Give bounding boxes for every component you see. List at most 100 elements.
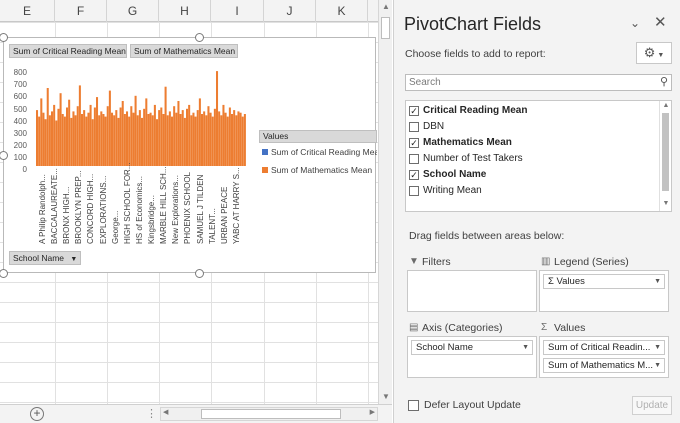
bar-mark[interactable] <box>70 117 73 166</box>
bar-mark[interactable] <box>44 119 47 166</box>
bar-mark[interactable] <box>85 116 88 166</box>
bar-mark[interactable] <box>220 115 223 166</box>
bar-mark[interactable] <box>183 117 186 166</box>
scroll-thumb[interactable] <box>662 113 669 191</box>
scroll-left-icon[interactable]: ◀ <box>163 409 169 416</box>
bar-mark[interactable] <box>130 106 133 166</box>
close-icon[interactable]: ✕ <box>654 14 667 31</box>
chevron-down-icon[interactable]: ▼ <box>654 344 661 351</box>
bar-mark[interactable] <box>93 107 96 167</box>
defer-layout-checkbox[interactable] <box>408 400 419 411</box>
bar-mark[interactable] <box>162 114 165 166</box>
bar-mark[interactable] <box>115 110 118 166</box>
ellipsis-icon[interactable]: ⋮ <box>146 408 157 420</box>
field-item-critical-reading-mean[interactable]: ✓ Critical Reading Mean <box>406 103 656 119</box>
bar-mark[interactable] <box>57 108 60 166</box>
bar-mark[interactable] <box>128 116 131 166</box>
bar-mark[interactable] <box>40 98 43 166</box>
chevron-down-icon[interactable]: ▼ <box>654 278 661 285</box>
field-item-number-of-test-takers[interactable]: Number of Test Takers <box>406 151 656 167</box>
column-header-j[interactable]: J <box>264 0 316 22</box>
bar-mark[interactable] <box>66 107 69 167</box>
bar-mark[interactable] <box>231 114 234 166</box>
series-field-button-math[interactable]: Sum of Mathematics Mean <box>130 44 238 58</box>
bar-mark[interactable] <box>53 104 56 166</box>
chevron-down-icon[interactable]: ▼ <box>654 362 661 369</box>
bar-mark[interactable] <box>228 107 231 167</box>
column-header-i[interactable]: I <box>211 0 264 22</box>
bar-mark[interactable] <box>106 106 109 166</box>
bar-mark[interactable] <box>42 112 45 166</box>
bar-mark[interactable] <box>177 101 180 166</box>
search-icon[interactable]: ⚲ <box>659 76 668 88</box>
resize-handle[interactable] <box>195 269 204 278</box>
legend-item-math[interactable]: Sum of Mathematics Mean <box>259 161 377 179</box>
bar-mark[interactable] <box>143 108 146 166</box>
bar-mark[interactable] <box>239 112 242 166</box>
bar-mark[interactable] <box>134 95 137 166</box>
bar-mark[interactable] <box>175 112 178 166</box>
axis-field-button[interactable]: School Name ▼ <box>9 251 81 265</box>
chevron-down-icon[interactable]: ⌄ <box>630 16 641 30</box>
axis-drop-zone[interactable]: School Name ▼ <box>407 336 537 378</box>
values-chip[interactable]: Σ Values ▼ <box>543 274 665 289</box>
bar-mark[interactable] <box>218 111 221 166</box>
column-header-k[interactable]: K <box>316 0 368 22</box>
bar-mark[interactable] <box>211 116 214 166</box>
bar-mark[interactable] <box>98 115 101 166</box>
bar-mark[interactable] <box>160 107 163 167</box>
bar-mark[interactable] <box>96 97 99 166</box>
bar-mark[interactable] <box>181 110 184 166</box>
bar-mark[interactable] <box>168 111 171 166</box>
bar-mark[interactable] <box>59 93 62 166</box>
bar-mark[interactable] <box>186 108 189 166</box>
bar-mark[interactable] <box>117 117 120 166</box>
bar-mark[interactable] <box>171 116 174 166</box>
bar-mark[interactable] <box>51 111 54 166</box>
resize-handle[interactable] <box>195 33 204 42</box>
bar-mark[interactable] <box>190 115 193 166</box>
bar-mark[interactable] <box>158 110 161 166</box>
bar-mark[interactable] <box>198 98 201 166</box>
bar-mark[interactable] <box>132 112 135 166</box>
bar-mark[interactable] <box>149 112 152 166</box>
bar-mark[interactable] <box>100 111 103 166</box>
legend-title-button[interactable]: Values <box>259 130 377 143</box>
sum-reading-chip[interactable]: Sum of Critical Readin... ▼ <box>543 340 665 355</box>
bar-mark[interactable] <box>237 111 240 166</box>
bar-mark[interactable] <box>179 114 182 166</box>
scroll-right-icon[interactable]: ▶ <box>369 409 375 416</box>
bar-mark[interactable] <box>78 85 81 166</box>
scroll-thumb[interactable] <box>201 409 341 419</box>
bar-mark[interactable] <box>136 115 139 166</box>
resize-handle[interactable] <box>0 269 8 278</box>
bar-mark[interactable] <box>156 119 159 166</box>
bar-mark[interactable] <box>63 116 66 166</box>
bar-mark[interactable] <box>68 99 71 166</box>
bar-mark[interactable] <box>87 112 90 166</box>
bar-mark[interactable] <box>203 111 206 166</box>
bar-mark[interactable] <box>207 106 210 166</box>
chevron-down-icon[interactable]: ▼ <box>522 344 529 351</box>
bar-mark[interactable] <box>74 115 77 166</box>
bar-mark[interactable] <box>153 104 156 166</box>
checkbox-checked[interactable]: ✓ <box>409 170 419 180</box>
filters-drop-zone[interactable] <box>407 270 537 312</box>
bar-mark[interactable] <box>205 115 208 166</box>
plot-area[interactable] <box>36 62 246 166</box>
bar-mark[interactable] <box>166 115 169 166</box>
pivot-chart[interactable]: Sum of Critical Reading Mean Sum of Math… <box>3 37 377 273</box>
bar-mark[interactable] <box>141 117 144 166</box>
bar-mark[interactable] <box>48 115 51 166</box>
bar-mark[interactable] <box>201 114 204 166</box>
bar-mark[interactable] <box>76 106 79 166</box>
bar-mark[interactable] <box>173 106 176 166</box>
scroll-down-icon[interactable]: ▼ <box>382 392 390 401</box>
bar-mark[interactable] <box>61 114 64 166</box>
column-header-f[interactable]: F <box>55 0 107 22</box>
bar-mark[interactable] <box>89 104 92 166</box>
bar-mark[interactable] <box>147 114 150 166</box>
bar-mark[interactable] <box>188 104 191 166</box>
legend-drop-zone[interactable]: Σ Values ▼ <box>539 270 669 312</box>
bar-mark[interactable] <box>145 98 148 166</box>
